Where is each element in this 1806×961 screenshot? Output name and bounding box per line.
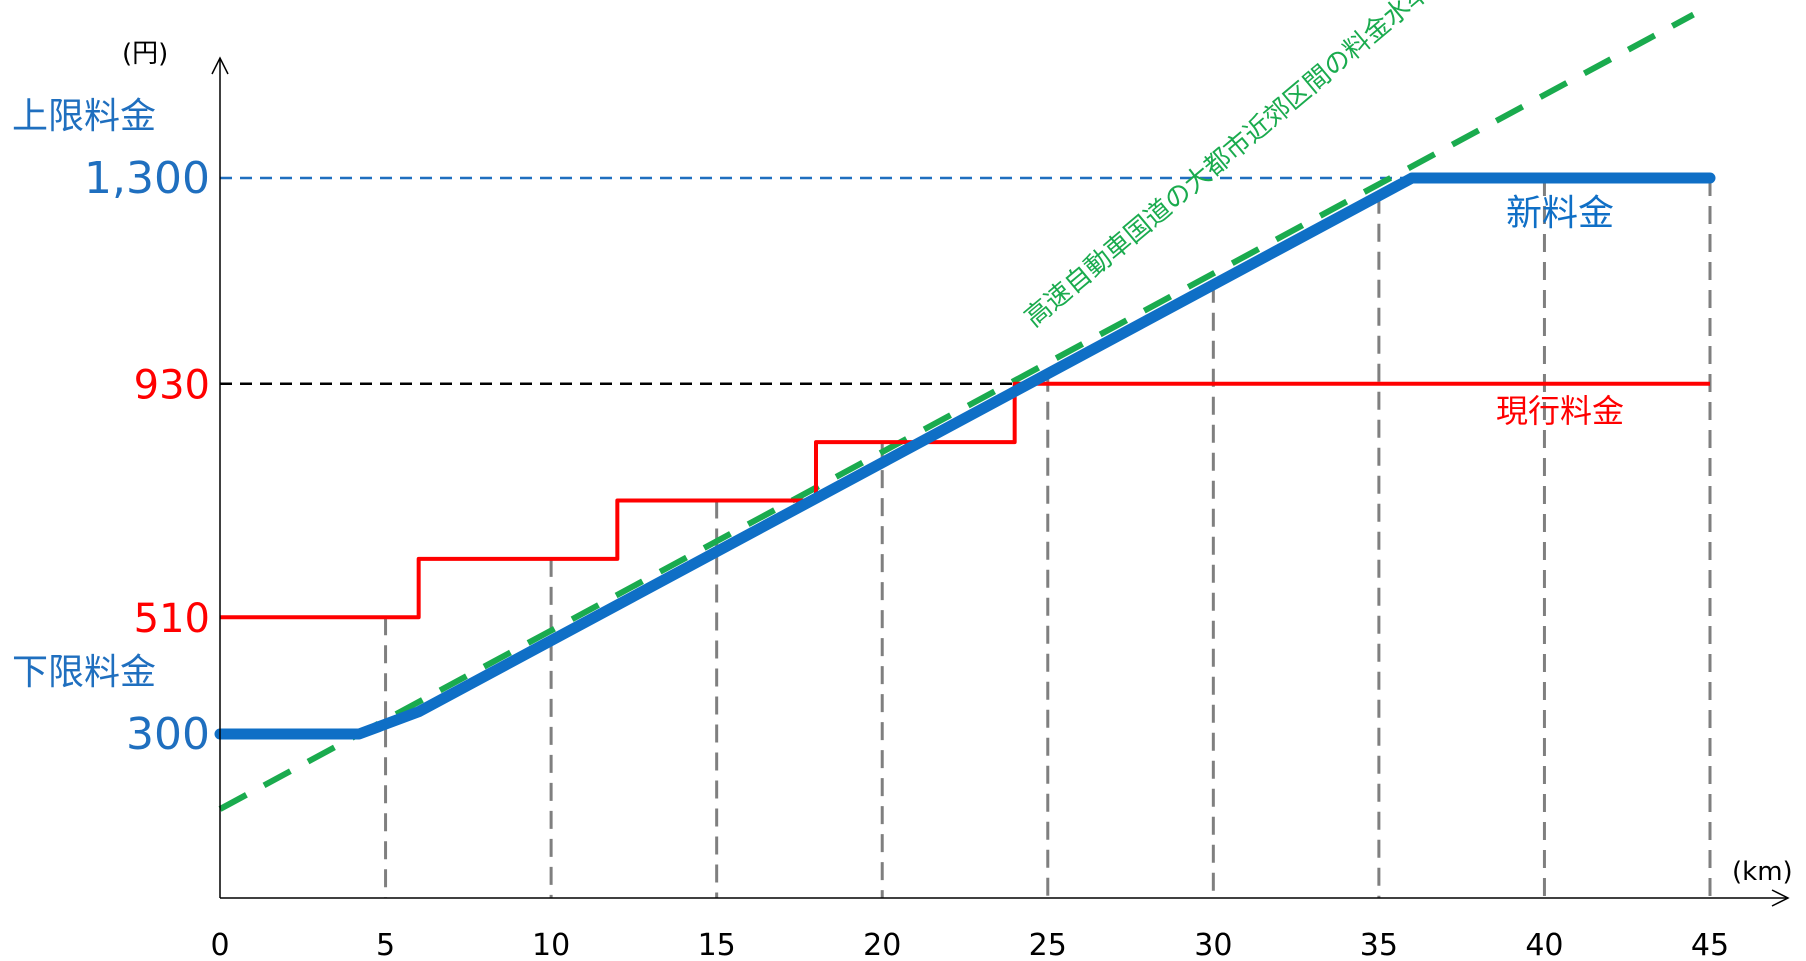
series-layer — [214, 11, 1716, 812]
x-tick-label: 15 — [698, 928, 736, 961]
series-label-expressway-level: 高速自動車国道の大都市近郊区間の料金水準 — [1019, 0, 1437, 333]
x-tick-label: 20 — [863, 928, 901, 961]
series-label-current-fare: 現行料金 — [1496, 392, 1624, 430]
series-line — [214, 172, 1716, 740]
series-line — [220, 381, 1710, 620]
y-value-label: 510 — [134, 596, 210, 642]
y-mark-labels: 1,300 上限料金 930 510 300 下限料金 — [12, 96, 210, 760]
series-label-new-fare: 新料金 — [1506, 193, 1614, 234]
x-tick-labels: 0 5 10 15 20 25 30 35 40 45 — [210, 928, 1729, 961]
y-unit-label: (円) — [122, 39, 168, 69]
x-tick-label: 25 — [1029, 928, 1067, 961]
x-tick-label: 5 — [376, 928, 395, 961]
y-value-label: 930 — [134, 363, 210, 409]
vertical-guides — [384, 178, 1712, 898]
x-unit-label: (km) — [1732, 857, 1793, 887]
y-caption-label: 上限料金 — [12, 96, 156, 137]
horizontal-reference-lines — [220, 176, 1412, 385]
x-tick-label: 45 — [1691, 928, 1729, 961]
y-caption-label: 下限料金 — [12, 652, 156, 693]
series-line — [218, 11, 1695, 812]
y-value-label: 300 — [126, 709, 210, 760]
y-value-label: 1,300 — [84, 153, 210, 204]
x-tick-label: 40 — [1525, 928, 1563, 961]
x-tick-label: 0 — [210, 928, 229, 961]
y-axis-arrow — [211, 56, 229, 75]
x-axis-arrow — [1771, 889, 1790, 907]
x-tick-label: 35 — [1360, 928, 1398, 961]
x-tick-label: 10 — [532, 928, 570, 961]
x-tick-label: 30 — [1194, 928, 1232, 961]
